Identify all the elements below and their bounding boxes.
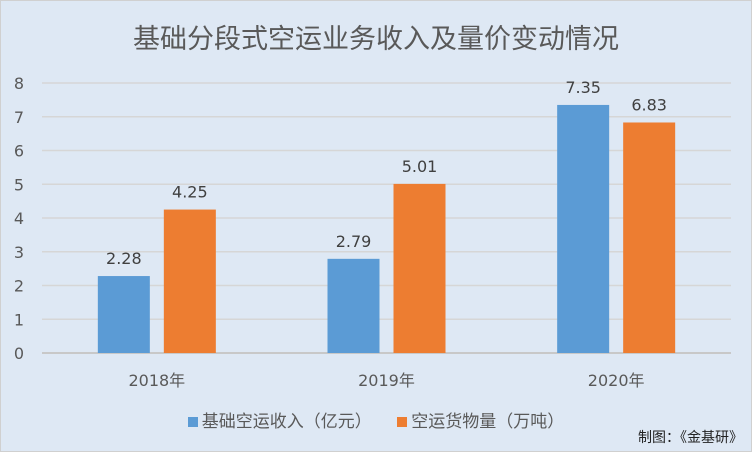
x-tick-label: 2018年 [128, 371, 185, 390]
y-tick-label: 4 [14, 209, 24, 228]
source-note: 制图：《金基研》 [638, 430, 743, 446]
x-tick-label: 2019年 [358, 371, 415, 390]
y-tick-label: 1 [14, 310, 24, 329]
chart-title: 基础分段式空运业务收入及量价变动情况 [133, 24, 619, 55]
bar [163, 209, 216, 353]
y-tick-label: 7 [14, 108, 24, 127]
y-tick-label: 3 [14, 243, 24, 262]
data-label: 5.01 [402, 157, 438, 176]
y-tick-label: 5 [14, 175, 24, 194]
y-tick-label: 0 [14, 344, 24, 363]
data-label: 7.35 [565, 78, 601, 97]
x-tick-label: 2020年 [588, 371, 645, 390]
bar [97, 276, 150, 353]
y-tick-label: 2 [14, 277, 24, 296]
bar [327, 258, 380, 353]
bar [393, 183, 446, 353]
data-label: 2.28 [106, 249, 142, 268]
legend-label: 基础空运收入（亿元） [201, 412, 372, 432]
data-label: 4.25 [172, 183, 208, 202]
legend-swatch [187, 417, 198, 427]
y-tick-label: 6 [14, 142, 24, 161]
legend: 基础空运收入（亿元） 空运货物量（万吨） [1, 407, 751, 432]
legend-swatch [397, 417, 408, 427]
bar [623, 122, 676, 353]
legend-item-revenue: 基础空运收入（亿元） [187, 407, 372, 432]
y-tick-label: 8 [14, 74, 24, 93]
legend-item-volume: 空运货物量（万吨） [397, 407, 564, 432]
data-label: 2.79 [336, 232, 372, 251]
data-label: 6.83 [631, 95, 667, 114]
legend-label: 空运货物量（万吨） [411, 412, 565, 432]
bar [557, 104, 610, 353]
